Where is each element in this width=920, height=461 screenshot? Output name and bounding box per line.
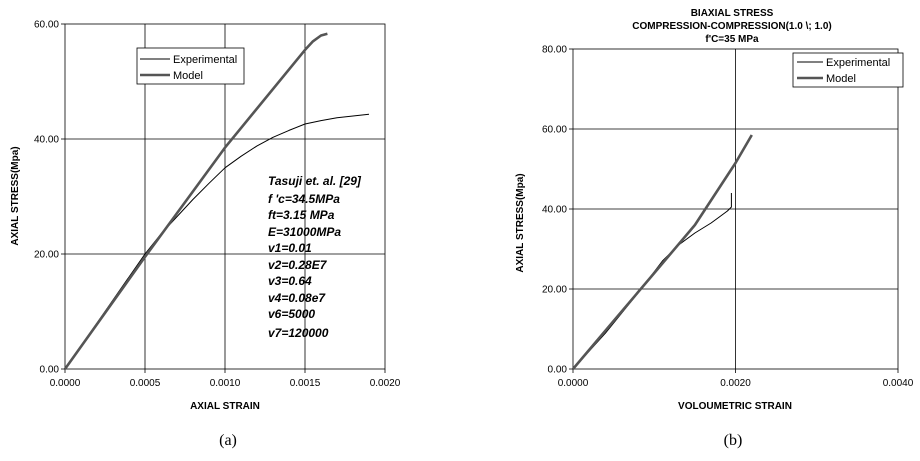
annotation-line: ft=3.15 MPa bbox=[268, 208, 335, 222]
legend-label-experimental-a: Experimental bbox=[173, 54, 237, 66]
x-tick-labels-b: 0.0000 0.0020 0.0040 bbox=[558, 378, 914, 389]
y-tick-label: 40.00 bbox=[34, 135, 59, 146]
x-tick-labels-a: 0.0000 0.0005 0.0010 0.0015 0.0020 bbox=[50, 378, 401, 389]
x-tick-label: 0.0040 bbox=[883, 378, 914, 389]
grid-b bbox=[569, 48, 899, 373]
y-tick-labels-b: 0.00 20.00 40.00 60.00 80.00 bbox=[542, 45, 567, 376]
x-axis-label-b: VOLOUMETRIC STRAIN bbox=[678, 401, 792, 412]
annotation-line: v4=0.08e7 bbox=[268, 291, 326, 305]
x-tick-label: 0.0000 bbox=[50, 378, 81, 389]
y-tick-label: 20.00 bbox=[542, 285, 567, 296]
series-lines-a bbox=[63, 32, 370, 370]
annotation-line: v1=0.01 bbox=[268, 241, 312, 255]
annotation-line: v6=5000 bbox=[268, 307, 315, 321]
parameter-annotation: Tasuji et. al. [29] f 'c=34.5MPa ft=3.15… bbox=[268, 174, 362, 340]
legend-label-model-a: Model bbox=[173, 70, 203, 82]
series-line-model bbox=[572, 134, 753, 370]
chart-a: 0.0000 0.0005 0.0010 0.0015 0.0020 0.00 20.00… bbox=[10, 20, 401, 450]
annotation-line: v2=0.28E7 bbox=[268, 258, 328, 272]
series-line-experimental bbox=[64, 113, 370, 370]
caption-a: (a) bbox=[219, 432, 237, 449]
y-axis-label-b: AXIAL STRESS(Mpa) bbox=[515, 173, 526, 272]
chart-title-b-line: COMPRESSION-COMPRESSION(1.0 \; 1.0) bbox=[632, 21, 831, 32]
x-tick-label: 0.0010 bbox=[210, 378, 241, 389]
y-axis-label-a: AXIAL STRESS(Mpa) bbox=[10, 146, 21, 245]
x-tick-label: 0.0000 bbox=[558, 378, 589, 389]
chart-title-b-line: f'C=35 MPa bbox=[705, 34, 759, 45]
y-tick-label: 80.00 bbox=[542, 45, 567, 56]
y-tick-label: 0.00 bbox=[40, 365, 60, 376]
series-line-model bbox=[63, 32, 328, 370]
legend-box-b bbox=[792, 52, 904, 88]
chart-title-b-line: BIAXIAL STRESS bbox=[691, 8, 774, 19]
y-tick-label: 60.00 bbox=[34, 20, 59, 31]
legend-box-a bbox=[136, 47, 245, 85]
x-tick-label: 0.0015 bbox=[290, 378, 321, 389]
legend-label-model-b: Model bbox=[826, 73, 856, 85]
y-tick-label: 40.00 bbox=[542, 205, 567, 216]
chart-b: 0.0000 0.0020 0.0040 0.00 20.00 40.00 60.00 80… bbox=[515, 8, 914, 449]
annotation-line: v7=120000 bbox=[268, 326, 329, 340]
y-tick-label: 20.00 bbox=[34, 250, 59, 261]
x-tick-label: 0.0005 bbox=[130, 378, 161, 389]
y-tick-labels-a: 0.00 20.00 40.00 60.00 bbox=[34, 20, 59, 376]
x-tick-label: 0.0020 bbox=[720, 378, 751, 389]
legend-label-experimental-b: Experimental bbox=[826, 57, 890, 69]
y-tick-label: 60.00 bbox=[542, 125, 567, 136]
x-axis-label-a: AXIAL STRAIN bbox=[190, 401, 260, 412]
annotation-line: f 'c=34.5MPa bbox=[268, 192, 340, 206]
annotation-line: Tasuji et. al. [29] bbox=[268, 174, 362, 188]
annotation-line: v3=0.64 bbox=[268, 274, 312, 288]
y-tick-label: 0.00 bbox=[548, 365, 568, 376]
legend-a: Experimental Model bbox=[136, 47, 245, 85]
annotation-line: E=31000MPa bbox=[268, 225, 341, 239]
legend-b: Experimental Model bbox=[792, 52, 904, 88]
x-tick-label: 0.0020 bbox=[370, 378, 401, 389]
caption-b: (b) bbox=[724, 432, 743, 449]
series-lines-b bbox=[572, 134, 753, 370]
